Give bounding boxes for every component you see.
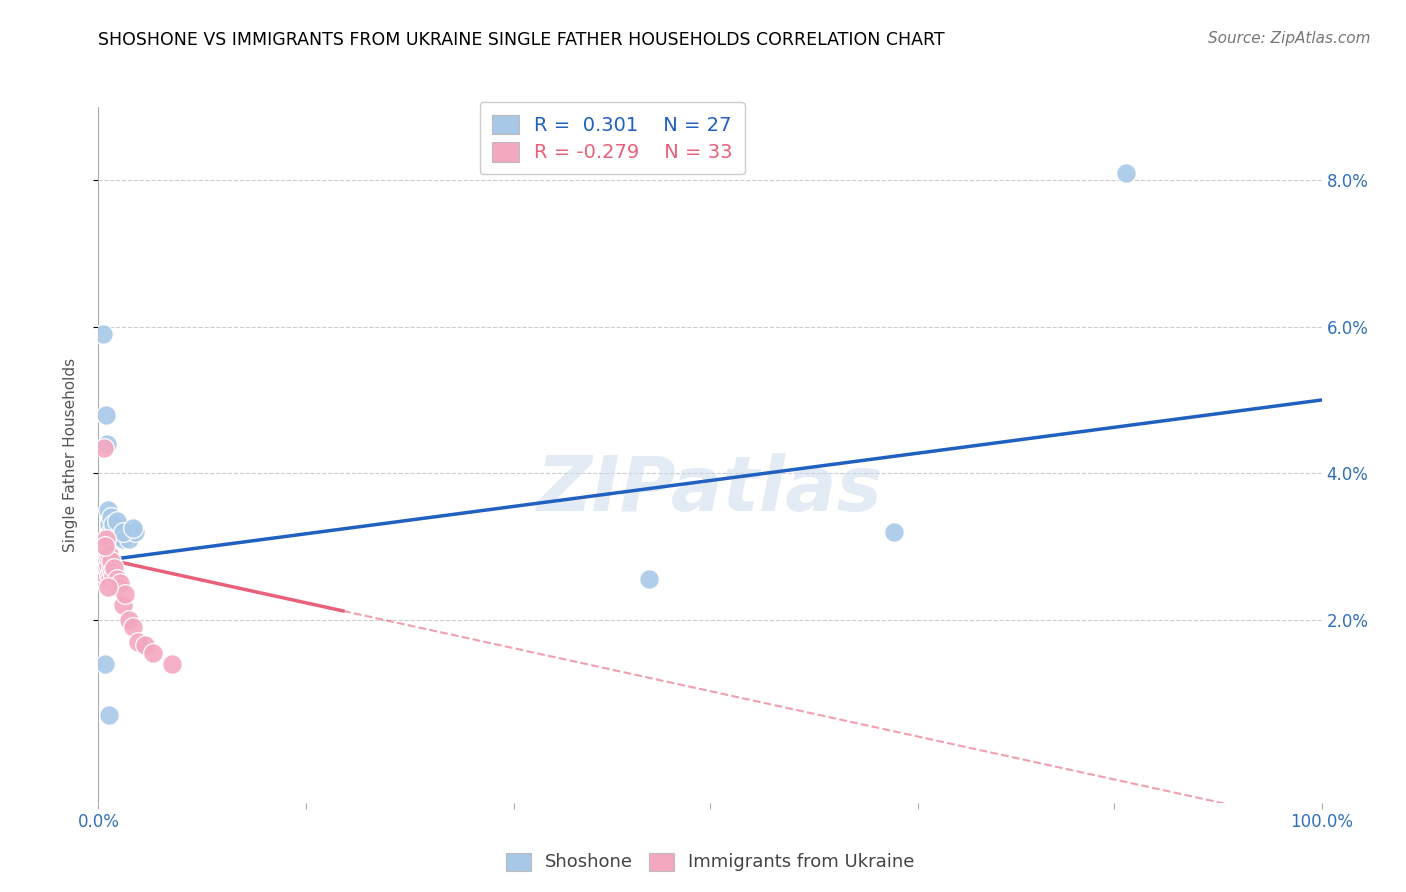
Point (121, 620, 143, 634)
Point (101, 568, 124, 582)
Point (97, 580, 120, 594)
Point (97, 558, 120, 572)
Point (110, 524, 132, 539)
Point (110, 576, 132, 591)
Point (98, 517, 121, 532)
Point (127, 634, 149, 648)
Point (142, 646, 165, 660)
Point (91, 558, 114, 572)
Point (107, 528, 129, 542)
Point (93, 554, 115, 568)
Point (111, 598, 134, 612)
Point (638, 573, 661, 587)
Point (114, 587, 136, 601)
Point (100, 554, 122, 568)
Text: Source: ZipAtlas.com: Source: ZipAtlas.com (1208, 31, 1371, 46)
Point (107, 580, 129, 594)
Point (105, 517, 128, 532)
Point (98, 573, 121, 587)
Point (90, 565, 112, 579)
Legend: Shoshone, Immigrants from Ukraine: Shoshone, Immigrants from Ukraine (499, 846, 921, 878)
Y-axis label: Single Father Households: Single Father Households (63, 358, 77, 552)
Point (103, 524, 125, 539)
Point (98, 547, 121, 561)
Point (100, 510, 122, 524)
Text: ZIPatlas: ZIPatlas (537, 453, 883, 526)
Point (96, 437, 118, 451)
Point (160, 657, 183, 671)
Point (94, 408, 117, 422)
Point (91, 327, 114, 342)
Point (134, 638, 156, 652)
Point (101, 532, 124, 546)
Point (101, 528, 124, 542)
Point (100, 561, 122, 575)
Point (1115, 166, 1137, 180)
Point (114, 524, 136, 539)
Text: SHOSHONE VS IMMIGRANTS FROM UKRAINE SINGLE FATHER HOUSEHOLDS CORRELATION CHART: SHOSHONE VS IMMIGRANTS FROM UKRAINE SING… (98, 31, 945, 49)
Point (118, 613, 141, 627)
Point (111, 532, 134, 546)
Point (100, 524, 122, 539)
Point (883, 524, 905, 539)
Point (105, 573, 128, 587)
Point (94, 552, 117, 566)
Point (93, 657, 115, 671)
Point (96, 561, 118, 575)
Point (97, 550, 120, 565)
Point (103, 561, 125, 575)
Point (105, 514, 128, 528)
Point (104, 521, 127, 535)
Point (121, 521, 143, 535)
Point (101, 565, 124, 579)
Point (118, 532, 141, 546)
Point (101, 517, 124, 532)
Point (94, 532, 117, 546)
Point (94, 540, 117, 554)
Point (91, 561, 114, 575)
Point (111, 524, 134, 539)
Point (93, 441, 115, 455)
Point (104, 576, 127, 591)
Point (97, 503, 120, 517)
Point (124, 524, 146, 539)
Point (96, 568, 118, 582)
Point (97, 568, 120, 582)
Point (98, 707, 121, 722)
